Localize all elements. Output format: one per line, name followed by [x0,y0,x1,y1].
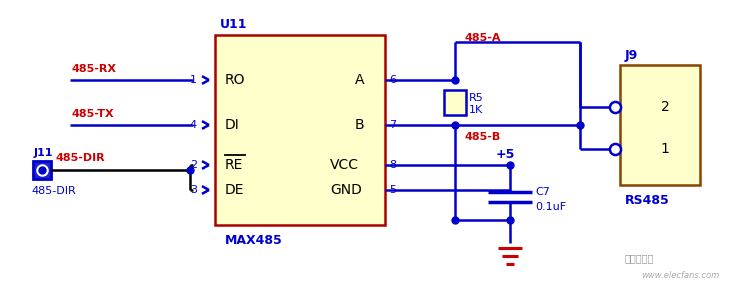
Text: RS485: RS485 [625,193,669,207]
Text: 485-A: 485-A [465,33,501,43]
Text: U11: U11 [220,18,248,32]
Bar [215,35,385,225]
Text: +5: +5 [496,148,515,162]
Bar [33,161,51,179]
Text: B: B [355,118,364,132]
Text: DI: DI [225,118,239,132]
Text: J11: J11 [34,148,53,158]
Text: 1: 1 [660,142,669,156]
Text: VCC: VCC [330,158,359,172]
Text: GND: GND [330,183,362,197]
Text: DE: DE [225,183,245,197]
Text: 3: 3 [190,185,197,195]
Text: 1K: 1K [469,105,483,115]
Text: 1: 1 [190,75,197,85]
Text: 4: 4 [190,120,197,130]
Text: 8: 8 [389,160,396,170]
Text: 6: 6 [389,75,396,85]
Text: 485-DIR: 485-DIR [31,186,76,196]
Text: 7: 7 [389,120,396,130]
Text: R5: R5 [469,93,483,103]
Text: 2: 2 [190,160,197,170]
Bar [620,65,700,185]
Text: 485-RX: 485-RX [72,64,117,74]
Text: MAX485: MAX485 [225,234,282,246]
Text: 485-TX: 485-TX [72,109,114,119]
Text: 0.1uF: 0.1uF [535,202,566,212]
Text: www.elecfans.com: www.elecfans.com [641,271,719,280]
Text: J9: J9 [625,49,639,61]
Text: 电子发烧友: 电子发烧友 [625,253,654,263]
Bar [444,90,466,115]
Text: RE: RE [225,158,243,172]
Text: 5: 5 [389,185,396,195]
Text: 485-DIR: 485-DIR [56,153,105,163]
Text: 485-B: 485-B [465,132,501,142]
Text: RO: RO [225,73,245,87]
Text: C7: C7 [535,187,550,197]
Text: 2: 2 [660,100,669,114]
Text: A: A [355,73,364,87]
